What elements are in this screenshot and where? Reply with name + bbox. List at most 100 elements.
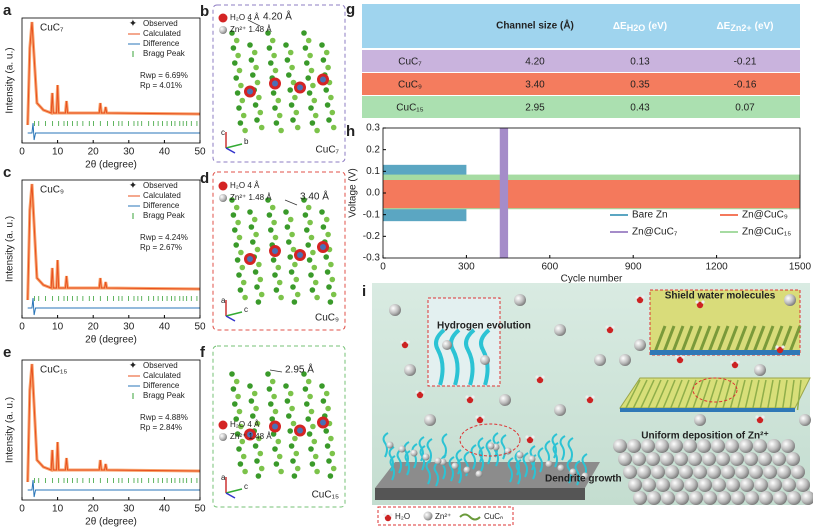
dendrite [433,461,440,487]
carbon-atom [242,127,248,134]
carbon-atom [265,197,271,203]
header-main: ΔE [716,21,730,32]
distance-pointer [269,369,283,373]
carbon-atom [269,378,276,385]
carbon-atom [319,209,325,215]
dendrite [388,446,395,472]
carbon-atom [305,204,312,211]
carbon-atom [294,291,301,298]
zinc-ion [688,452,702,466]
zinc-ion [516,451,524,459]
table-row-bg [362,73,800,95]
calculated-profile [27,21,201,126]
water-h [641,295,645,299]
carbon-atom [286,239,292,245]
table-header: ΔEH2O (eV) [613,21,667,34]
dendrite [500,434,507,460]
table-row-bg [362,50,800,72]
dendrite [492,432,499,458]
carbon-atom [236,105,242,111]
zinc-ion [434,457,442,465]
carbon-atom [258,291,265,298]
carbon-atom [308,446,314,452]
cuc-chain [796,379,802,411]
dendrite [425,459,432,485]
carbon-atom [238,423,244,430]
cuc-chain [759,379,767,411]
carbon-atom [294,465,301,472]
zinc-ion [674,452,688,466]
carbon-atom [237,287,244,293]
dendrite [537,447,544,473]
carbon-atom [301,371,307,377]
axis-name: a [221,473,226,482]
water-o [696,301,704,309]
table-row-bg [362,96,800,118]
zinc-ion [627,439,641,453]
cuc-chain [725,325,739,353]
zinc-ion [637,465,651,479]
zinc-ion [721,465,735,479]
dendrite [544,440,551,466]
carbon-atom [324,443,331,449]
water-h [481,415,485,419]
zinc-ion [514,294,526,306]
zinc-ion [784,294,796,306]
zinc-ion [651,465,665,479]
copper-atom [272,423,278,430]
water-h [681,355,685,359]
legend-symbol: ✦ [129,361,137,372]
carbon-atom [247,383,253,389]
carbon-atom [320,398,327,404]
zinc-ion [683,439,697,453]
carbon-atom [283,209,289,215]
water-h [730,360,734,364]
zinc-ion [694,414,706,426]
plot-frame [21,179,201,319]
distance-pointer [247,19,261,27]
carbon-atom [301,30,307,36]
water-h [605,325,609,329]
zinc-ion [773,491,787,505]
carbon-atom [287,254,294,260]
dendrite [449,328,461,386]
zinc-ion [749,465,763,479]
zinc-ion [684,478,698,492]
dendrite [566,458,573,484]
carbon-atom [292,435,298,442]
water-h [611,325,615,329]
table-cell: 0.07 [735,103,755,114]
y-axis-label: Intensity (a. u.) [5,397,16,463]
carbon-atom [257,109,264,116]
carbon-atom [307,52,313,59]
legend-label: Calculated [143,191,181,200]
cuc-chain [654,379,669,411]
legend-label: H₂O 4 Å [230,181,260,190]
table-cell: 0.13 [630,57,650,68]
axis-arrow [225,311,243,317]
carbon-atom [326,117,332,123]
dendrite [464,328,476,386]
water-h [389,513,393,517]
y-tick-label: 0.1 [366,166,380,177]
table-header: ΔEZn2+ (eV) [716,21,773,34]
callout: Shield water molecules [665,291,776,302]
water-h [415,390,419,394]
zinc-ion [554,324,566,336]
plot-frame [21,17,201,144]
dendrite [477,437,484,463]
legend-label: Zn@CuC₉ [742,210,788,221]
x-tick-label: 50 [194,504,206,515]
zinc-ion [633,491,647,505]
panel-frame [212,345,346,508]
zinc-ion [665,465,679,479]
cuc-chain [716,325,730,353]
cuc-chain [699,379,711,411]
table-cell: -0.21 [734,57,757,68]
legend-label: Observed [143,19,178,28]
carbon-atom [302,386,309,392]
voltage-band [383,180,800,209]
carbon-atom [239,264,246,271]
carbon-atom [329,450,336,457]
zinc-ion [619,354,631,366]
